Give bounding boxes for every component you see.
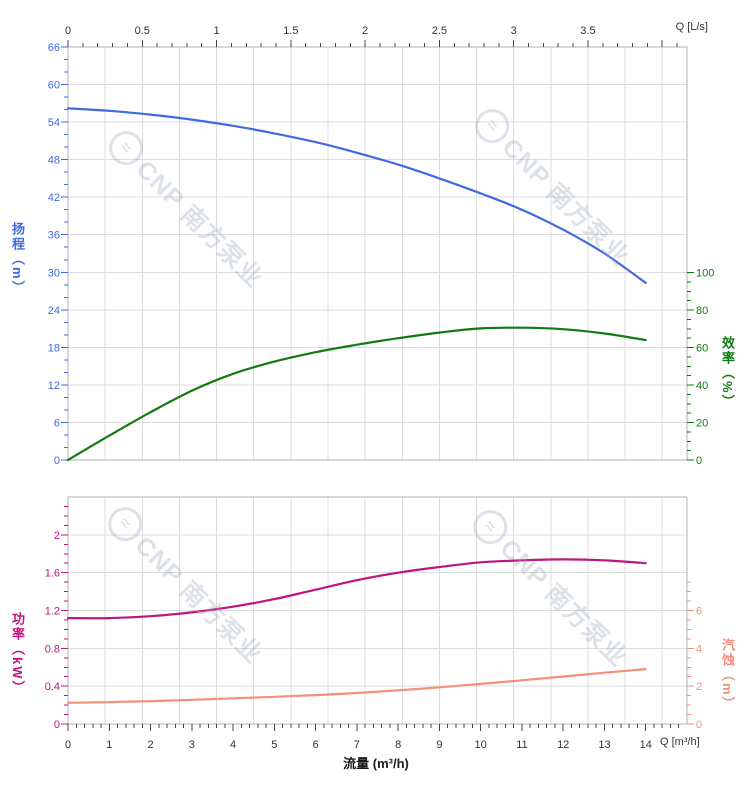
svg-text:12: 12 <box>557 739 569 751</box>
svg-text:0.4: 0.4 <box>45 681 60 693</box>
svg-text:6: 6 <box>313 739 319 751</box>
svg-text:0.5: 0.5 <box>135 25 150 37</box>
svg-text:30: 30 <box>48 267 60 279</box>
svg-text:3: 3 <box>189 739 195 751</box>
power-axis: 0 0.4 0.8 1.2 1.6 2 <box>45 505 68 731</box>
svg-text:12: 12 <box>48 380 60 392</box>
npsh-curve <box>66 668 647 704</box>
power-curve <box>66 558 647 620</box>
svg-text:100: 100 <box>696 268 714 280</box>
svg-text:1: 1 <box>213 25 219 37</box>
svg-text:36: 36 <box>48 230 60 242</box>
svg-text:40: 40 <box>696 380 708 392</box>
svg-text:3.5: 3.5 <box>580 25 595 37</box>
svg-text:0: 0 <box>54 719 60 731</box>
npsh-axis-title: 汽蚀（m） <box>720 638 735 712</box>
svg-text:2: 2 <box>54 530 60 542</box>
svg-text:54: 54 <box>48 117 60 129</box>
svg-text:0.8: 0.8 <box>45 643 60 655</box>
svg-text:4: 4 <box>696 643 702 655</box>
bottom-axis: 0 1 2 3 4 5 6 7 8 9 10 11 12 13 14 <box>65 724 680 751</box>
svg-text:5: 5 <box>271 739 277 751</box>
svg-text:2: 2 <box>696 681 702 693</box>
svg-text:66: 66 <box>48 42 60 54</box>
head-axis-title: 扬程（m） <box>10 222 25 296</box>
svg-text:2: 2 <box>362 25 368 37</box>
flow-axis-title: 流量 (m³/h) <box>343 756 409 771</box>
svg-text:1.5: 1.5 <box>283 25 298 37</box>
efficiency-axis: 0 20 40 60 80 100 <box>687 268 714 467</box>
svg-text:1: 1 <box>106 739 112 751</box>
bottom-axis-unit-label: Q [m³/h] <box>660 736 700 748</box>
svg-text:10: 10 <box>475 739 487 751</box>
svg-text:60: 60 <box>48 80 60 92</box>
top-axis-unit-label: Q [L/s] <box>675 21 708 33</box>
svg-text:11: 11 <box>516 739 527 751</box>
svg-text:6: 6 <box>54 417 60 429</box>
svg-text:0: 0 <box>65 25 71 37</box>
svg-text:42: 42 <box>48 192 60 204</box>
svg-text:20: 20 <box>696 418 708 430</box>
efficiency-axis-title: 效率（%） <box>720 336 735 410</box>
gridlines <box>67 46 687 725</box>
svg-text:6: 6 <box>696 606 702 618</box>
svg-text:80: 80 <box>696 305 708 317</box>
svg-text:9: 9 <box>436 739 442 751</box>
efficiency-curve <box>66 326 647 462</box>
svg-text:3: 3 <box>511 25 517 37</box>
svg-text:60: 60 <box>696 343 708 355</box>
svg-text:0: 0 <box>696 455 702 467</box>
plot-borders <box>67 46 688 725</box>
svg-text:7: 7 <box>354 739 360 751</box>
svg-text:8: 8 <box>395 739 401 751</box>
svg-text:1.6: 1.6 <box>45 568 60 580</box>
svg-text:0: 0 <box>54 455 60 467</box>
svg-text:0: 0 <box>65 739 71 751</box>
svg-text:18: 18 <box>48 342 60 354</box>
svg-text:2: 2 <box>147 739 153 751</box>
svg-text:2.5: 2.5 <box>432 25 447 37</box>
svg-text:1.2: 1.2 <box>45 606 60 618</box>
svg-text:14: 14 <box>640 739 652 751</box>
svg-text:48: 48 <box>48 155 60 167</box>
power-axis-title: 功率（kW） <box>10 612 25 696</box>
svg-text:13: 13 <box>598 739 610 751</box>
top-axis: 0 0.5 1 1.5 2 2.5 3 3.5 <box>65 25 678 47</box>
head-axis: 0 6 12 18 24 30 36 42 48 54 60 66 <box>48 42 68 467</box>
svg-text:24: 24 <box>48 305 60 317</box>
npsh-axis: 0 2 4 6 <box>687 581 702 731</box>
svg-text:0: 0 <box>696 719 702 731</box>
head-curve <box>66 107 647 284</box>
svg-text:4: 4 <box>230 739 236 751</box>
